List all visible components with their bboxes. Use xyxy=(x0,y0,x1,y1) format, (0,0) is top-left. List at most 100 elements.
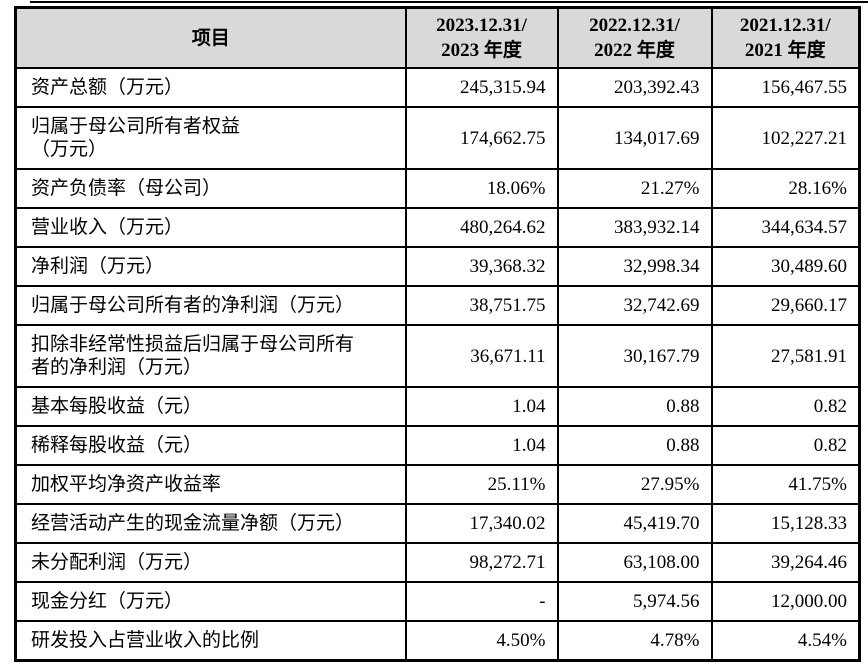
value-cell: - xyxy=(404,581,559,622)
value-cell: 12,000.00 xyxy=(710,581,861,622)
value-cell: 32,742.69 xyxy=(556,285,713,326)
value-cell: 5,974.56 xyxy=(556,581,713,622)
value-cell: 63,108.00 xyxy=(556,542,713,583)
table-row-weighted-roe: 加权平均净资产收益率 25.11% 27.95% 41.75% xyxy=(14,464,861,505)
header-line: 2022.12.31/ xyxy=(589,15,680,36)
row-label: 资产总额（万元） xyxy=(14,67,407,108)
value-cell: 245,315.94 xyxy=(404,67,559,108)
value-cell: 344,634.57 xyxy=(710,207,861,248)
table-row-debt-ratio: 资产负债率（母公司） 18.06% 21.27% 28.16% xyxy=(14,168,861,209)
value-cell: 102,227.21 xyxy=(710,106,861,170)
value-cell: 36,671.11 xyxy=(404,324,559,388)
row-label: 营业收入（万元） xyxy=(14,207,407,248)
value-cell: 4.78% xyxy=(556,620,713,662)
value-cell: 21.27% xyxy=(556,168,713,209)
value-cell: 17,340.02 xyxy=(404,503,559,544)
row-label: 基本每股收益（元） xyxy=(14,386,407,427)
value-cell: 174,662.75 xyxy=(404,106,559,170)
value-cell: 0.82 xyxy=(710,386,861,427)
header-line: 2021.12.31/ xyxy=(739,15,831,36)
table-row-revenue: 营业收入（万元） 480,264.62 383,932.14 344,634.5… xyxy=(14,207,861,248)
header-line: 2021 年度 xyxy=(744,40,826,61)
header-line: 2023.12.31/ xyxy=(436,15,527,36)
value-cell: 32,998.34 xyxy=(556,246,713,287)
header-cell-period-2022: 2022.12.31/ 2022 年度 xyxy=(556,6,713,69)
value-cell: 4.54% xyxy=(710,620,861,662)
value-cell: 4.50% xyxy=(404,620,559,662)
header-line: 2023 年度 xyxy=(441,40,522,61)
row-label-line: 基本每股收益（元） xyxy=(31,396,203,417)
row-label-line: 稀释每股收益（元） xyxy=(31,435,203,456)
row-label-line: 加权平均净资产收益率 xyxy=(31,474,222,495)
row-label-line: 研发投入占营业收入的比例 xyxy=(31,630,260,651)
table-row-parent-net-profit: 归属于母公司所有者的净利润（万元） 38,751.75 32,742.69 29… xyxy=(14,285,861,326)
table-row-rd-ratio: 研发投入占营业收入的比例 4.50% 4.78% 4.54% xyxy=(14,620,861,662)
value-cell: 0.88 xyxy=(556,386,713,427)
table-row-total-assets: 资产总额（万元） 245,315.94 203,392.43 156,467.5… xyxy=(14,67,861,108)
clipped-top-rule xyxy=(30,1,868,3)
value-cell: 480,264.62 xyxy=(404,207,559,248)
header-line: 2022 年度 xyxy=(594,40,675,61)
value-cell: 203,392.43 xyxy=(556,67,713,108)
value-cell: 38,751.75 xyxy=(404,285,559,326)
row-label: 净利润（万元） xyxy=(14,246,407,287)
header-cell-item: 项目 xyxy=(14,6,407,69)
table-row-basic-eps: 基本每股收益（元） 1.04 0.88 0.82 xyxy=(14,386,861,427)
row-label: 资产负债率（母公司） xyxy=(14,168,407,209)
row-label-line: 资产负债率（母公司） xyxy=(31,178,222,199)
financial-summary-table: 项目 2023.12.31/ 2023 年度 2022.12.31/ 2022 … xyxy=(14,6,861,662)
value-cell: 30,489.60 xyxy=(710,246,861,287)
row-label-line: 净利润（万元） xyxy=(31,256,165,277)
row-label: 加权平均净资产收益率 xyxy=(14,464,407,505)
row-label-line: 扣除非经常性损益后归属于母公司所有 xyxy=(31,334,355,355)
value-cell: 30,167.79 xyxy=(556,324,713,388)
row-label-line: （万元） xyxy=(31,139,108,160)
value-cell: 1.04 xyxy=(404,425,559,466)
row-label: 未分配利润（万元） xyxy=(14,542,407,583)
value-cell: 156,467.55 xyxy=(710,67,861,108)
value-cell: 39,368.32 xyxy=(404,246,559,287)
value-cell: 39,264.46 xyxy=(710,542,861,583)
header-line: 项目 xyxy=(191,27,230,49)
table-row-retained-earnings: 未分配利润（万元） 98,272.71 63,108.00 39,264.46 xyxy=(14,542,861,583)
row-label: 扣除非经常性损益后归属于母公司所有 者的净利润（万元） xyxy=(14,324,407,388)
row-label: 现金分红（万元） xyxy=(14,581,407,622)
table-row-diluted-eps: 稀释每股收益（元） 1.04 0.88 0.82 xyxy=(14,425,861,466)
table-row-operating-cashflow: 经营活动产生的现金流量净额（万元） 17,340.02 45,419.70 15… xyxy=(14,503,861,544)
row-label-line: 资产总额（万元） xyxy=(31,77,184,98)
value-cell: 28.16% xyxy=(710,168,861,209)
row-label-line: 未分配利润（万元） xyxy=(31,552,203,573)
value-cell: 1.04 xyxy=(404,386,559,427)
row-label: 研发投入占营业收入的比例 xyxy=(14,620,407,662)
row-label-line: 归属于母公司所有者权益 xyxy=(31,116,241,137)
value-cell: 0.88 xyxy=(556,425,713,466)
value-cell: 27,581.91 xyxy=(710,324,861,388)
value-cell: 98,272.71 xyxy=(404,542,559,583)
value-cell: 18.06% xyxy=(404,168,559,209)
table-row-parent-equity: 归属于母公司所有者权益 （万元） 174,662.75 134,017.69 1… xyxy=(14,106,861,170)
row-label-line: 经营活动产生的现金流量净额（万元） xyxy=(31,513,355,534)
row-label: 归属于母公司所有者权益 （万元） xyxy=(14,106,407,170)
row-label: 归属于母公司所有者的净利润（万元） xyxy=(14,285,407,326)
row-label: 经营活动产生的现金流量净额（万元） xyxy=(14,503,407,544)
value-cell: 0.82 xyxy=(710,425,861,466)
table-row-net-profit: 净利润（万元） 39,368.32 32,998.34 30,489.60 xyxy=(14,246,861,287)
value-cell: 27.95% xyxy=(556,464,713,505)
value-cell: 25.11% xyxy=(404,464,559,505)
value-cell: 383,932.14 xyxy=(556,207,713,248)
row-label-line: 归属于母公司所有者的净利润（万元） xyxy=(31,295,355,316)
table-row-deducted-net-profit: 扣除非经常性损益后归属于母公司所有 者的净利润（万元） 36,671.11 30… xyxy=(14,324,861,388)
row-label-line: 营业收入（万元） xyxy=(31,217,184,238)
row-label-line: 现金分红（万元） xyxy=(31,591,184,612)
row-label-line: 者的净利润（万元） xyxy=(31,357,203,378)
value-cell: 15,128.33 xyxy=(710,503,861,544)
row-label: 稀释每股收益（元） xyxy=(14,425,407,466)
value-cell: 41.75% xyxy=(710,464,861,505)
table-row-cash-dividend: 现金分红（万元） - 5,974.56 12,000.00 xyxy=(14,581,861,622)
value-cell: 29,660.17 xyxy=(710,285,861,326)
value-cell: 45,419.70 xyxy=(556,503,713,544)
value-cell: 134,017.69 xyxy=(556,106,713,170)
header-cell-period-2023: 2023.12.31/ 2023 年度 xyxy=(404,6,559,69)
table-header-row: 项目 2023.12.31/ 2023 年度 2022.12.31/ 2022 … xyxy=(14,6,861,69)
